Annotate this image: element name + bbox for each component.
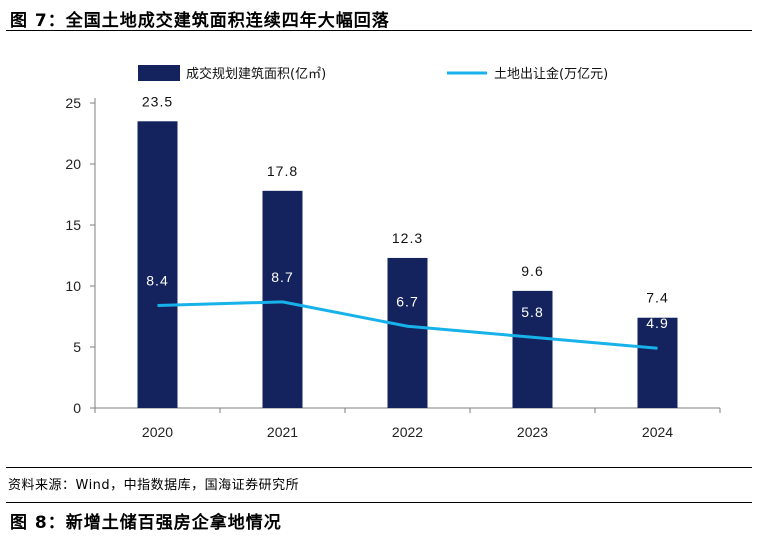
bar-value-label: 9.6 [521, 263, 543, 279]
y-tick-label: 25 [65, 95, 81, 111]
figure8-rule [6, 502, 752, 503]
legend: 成交规划建筑面积(亿㎡) 土地出让金(万亿元) [138, 65, 608, 82]
bar [262, 190, 303, 408]
source-rule [6, 467, 752, 468]
y-tick-label: 10 [65, 278, 81, 294]
x-tick-label: 2021 [267, 424, 298, 440]
bar [387, 257, 428, 408]
next-figure-title: 图 8：新增土储百强房企拿地情况 [10, 513, 282, 533]
figure-title: 图 7：全国土地成交建筑面积连续四年大幅回落 [10, 11, 390, 31]
y-tick-label: 15 [65, 217, 81, 233]
bar-value-label: 17.8 [267, 163, 298, 179]
y-tick-label: 20 [65, 156, 81, 172]
data-labels: 23.5 17.8 12.3 9.6 7.4 8.4 8.7 6.7 5.8 4.9 [142, 93, 668, 331]
x-tick-label: 2024 [642, 424, 673, 440]
y-tick-label: 0 [73, 400, 81, 416]
legend-line-label: 土地出让金(万亿元) [494, 66, 608, 82]
title-rule [6, 30, 752, 31]
source-note: 资料来源：Wind，中指数据库，国海证券研究所 [8, 478, 300, 493]
legend-bar-swatch [138, 65, 180, 81]
bar-value-label: 12.3 [392, 230, 423, 246]
x-tick-label: 2022 [392, 424, 423, 440]
bar [137, 121, 178, 409]
x-tick-label: 2023 [517, 424, 548, 440]
line-path [157, 300, 658, 350]
line-value-label: 8.4 [146, 273, 168, 289]
bar [512, 290, 553, 408]
line-value-label: 8.7 [271, 269, 293, 285]
x-tick-label: 2020 [142, 424, 173, 440]
line-value-label: 5.8 [521, 304, 543, 320]
line-series [157, 300, 658, 350]
line-value-label: 4.9 [646, 315, 668, 331]
bars [137, 121, 678, 409]
bar-value-label: 7.4 [646, 290, 668, 306]
bar-value-label: 23.5 [142, 93, 173, 109]
legend-bar-label: 成交规划建筑面积(亿㎡) [186, 66, 326, 82]
bar [637, 317, 678, 408]
y-tick-label: 5 [73, 339, 81, 355]
line-value-label: 6.7 [396, 293, 418, 309]
